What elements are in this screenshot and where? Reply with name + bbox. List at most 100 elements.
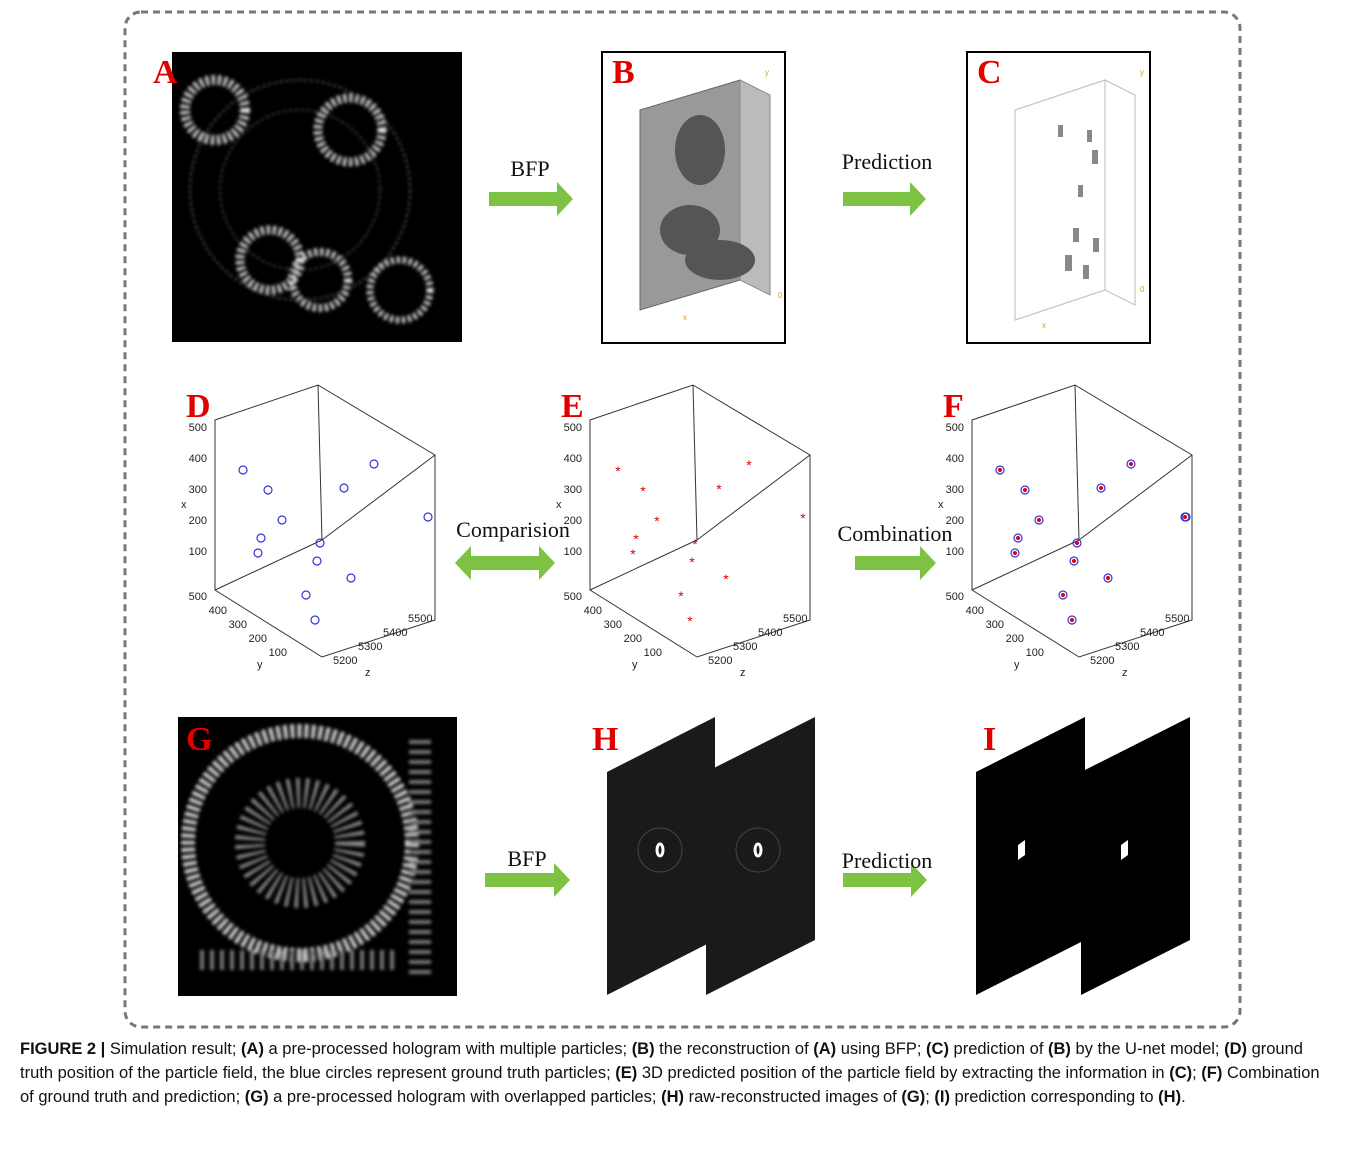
arrow-label: Combination (838, 521, 953, 546)
z-tick-label: 5300 (1115, 641, 1139, 653)
z-tick-label: 5200 (708, 655, 732, 667)
z-tick-label: 5400 (758, 627, 782, 639)
x-tick-label: 100 (564, 546, 582, 558)
caption-text: (G) (901, 1088, 925, 1106)
axis-label: 0 (778, 291, 783, 300)
particle-pred (1037, 518, 1041, 522)
particle: * (689, 554, 695, 570)
particle (264, 486, 272, 494)
particle (313, 557, 321, 565)
particle-pred (1129, 462, 1133, 466)
z-tick-label: 5400 (1140, 627, 1164, 639)
caption-text: FIGURE 2 | (20, 1040, 105, 1058)
particle (370, 460, 378, 468)
z-tick-label: 5500 (783, 613, 807, 625)
caption-text: (H) (661, 1088, 684, 1106)
axis-label: y (632, 659, 638, 671)
arrow-label: BFP (507, 846, 546, 871)
arrow-label: Prediction (842, 848, 932, 873)
particle-pred (998, 468, 1002, 472)
particle: * (746, 457, 752, 473)
caption-text: a pre-processed hologram with multiple p… (264, 1040, 632, 1058)
y-tick-label: 200 (1006, 633, 1024, 645)
cube-edge (1079, 455, 1192, 540)
y-tick-label: 500 (189, 591, 207, 603)
particle: * (723, 571, 729, 587)
axis-label: y (1014, 659, 1020, 671)
caption-text: Simulation result; (105, 1040, 241, 1058)
panel-letter: E (561, 388, 584, 425)
z-tick-label: 5500 (408, 613, 432, 625)
y-tick-label: 100 (269, 647, 287, 659)
axis-label: y (765, 68, 769, 77)
z-tick-label: 5200 (1090, 655, 1114, 667)
particle (347, 574, 355, 582)
particle: * (640, 483, 646, 499)
y-tick-label: 300 (229, 619, 247, 631)
caption-text: (C) (1169, 1064, 1192, 1082)
particle-pred (1072, 559, 1076, 563)
panel-letter: H (592, 721, 618, 758)
particle-pred (1016, 536, 1020, 540)
arrow-label: Prediction (842, 149, 932, 174)
particle-pred (1061, 593, 1065, 597)
caption-text: prediction corresponding to (950, 1088, 1158, 1106)
arrow-label: BFP (510, 156, 549, 181)
particle: * (716, 481, 722, 497)
caption-text: (I) (934, 1088, 950, 1106)
caption-text: prediction of (949, 1040, 1048, 1058)
panel-letter: I (983, 721, 996, 758)
z-tick-label: 5300 (733, 641, 757, 653)
axis-label: x (683, 313, 687, 322)
particle (278, 516, 286, 524)
caption-text: (E) (615, 1064, 637, 1082)
y-tick-label: 200 (624, 633, 642, 645)
particle-pred (1013, 551, 1017, 555)
x-tick-label: 100 (946, 546, 964, 558)
caption: FIGURE 2 | Simulation result; (A) a pre-… (20, 1037, 1335, 1109)
caption-text: (D) (1224, 1040, 1247, 1058)
particle (316, 539, 324, 547)
arrow-label: Comparision (456, 517, 570, 542)
y-tick-label: 300 (986, 619, 1004, 631)
caption-text: (B) (632, 1040, 655, 1058)
cube-edge (215, 540, 322, 590)
panel-letter: F (943, 388, 964, 425)
caption-text: (A) (241, 1040, 264, 1058)
z-tick-label: 5500 (1165, 613, 1189, 625)
y-tick-label: 400 (966, 605, 984, 617)
caption-text: (B) (1048, 1040, 1071, 1058)
caption-text: (C) (926, 1040, 949, 1058)
x-tick-label: 300 (564, 484, 582, 496)
caption-text: the reconstruction of (655, 1040, 814, 1058)
particle-pred (1106, 576, 1110, 580)
particle (424, 513, 432, 521)
axis-label: 0 (1140, 285, 1145, 294)
particle-pred (1023, 488, 1027, 492)
cube-edge (693, 385, 697, 540)
volume-b (602, 52, 785, 343)
volume-c (967, 52, 1150, 343)
x-tick-label: 400 (946, 453, 964, 465)
particle (254, 549, 262, 557)
caption-text: by the U-net model; (1071, 1040, 1224, 1058)
cube-outline (590, 385, 810, 657)
y-tick-label: 400 (209, 605, 227, 617)
y-tick-label: 300 (604, 619, 622, 631)
particle: * (692, 536, 698, 552)
x-tick-label: 400 (564, 453, 582, 465)
axis-label: y (1140, 68, 1144, 77)
cube-outline (972, 385, 1192, 657)
caption-text: . (1181, 1088, 1186, 1106)
cube-edge (972, 540, 1079, 590)
x-tick-label: 300 (946, 484, 964, 496)
particle-pred (1183, 515, 1187, 519)
axis-label: x (556, 499, 562, 511)
y-tick-label: 400 (584, 605, 602, 617)
particle (239, 466, 247, 474)
x-tick-label: 100 (189, 546, 207, 558)
y-tick-label: 500 (564, 591, 582, 603)
hologram-a (172, 52, 462, 342)
